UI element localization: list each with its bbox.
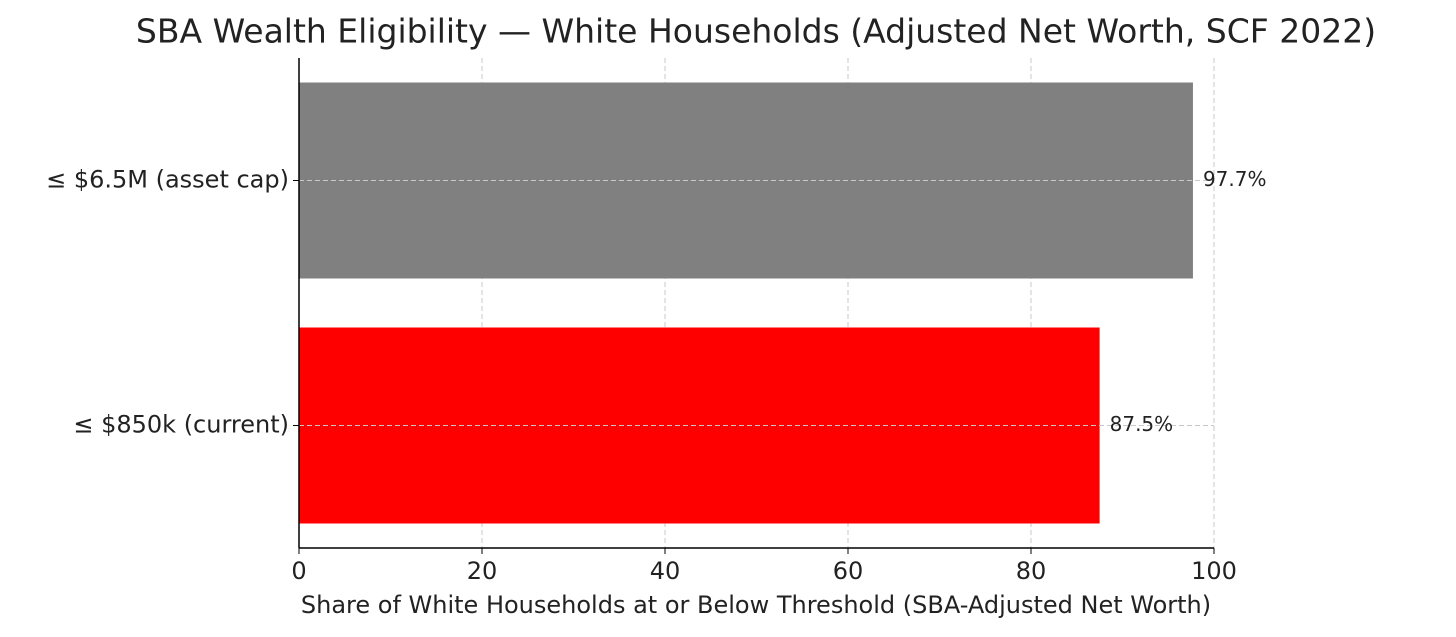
chart-title: SBA Wealth Eligibility — White Household… — [136, 12, 1376, 51]
x-tick-label: 0 — [291, 557, 306, 585]
bar — [299, 82, 1193, 279]
x-tick-label: 40 — [650, 557, 681, 585]
x-tick-label: 20 — [467, 557, 498, 585]
x-tick-label: 100 — [1191, 557, 1237, 585]
value-label: 87.5% — [1110, 412, 1174, 436]
y-tick-label: ≤ $6.5M (asset cap) — [46, 166, 289, 194]
x-tick-label: 80 — [1016, 557, 1047, 585]
value-label: 97.7% — [1203, 167, 1267, 191]
x-tick-label: 60 — [833, 557, 864, 585]
x-axis-label: Share of White Households at or Below Th… — [301, 591, 1211, 619]
y-tick-label: ≤ $850k (current) — [73, 411, 289, 439]
